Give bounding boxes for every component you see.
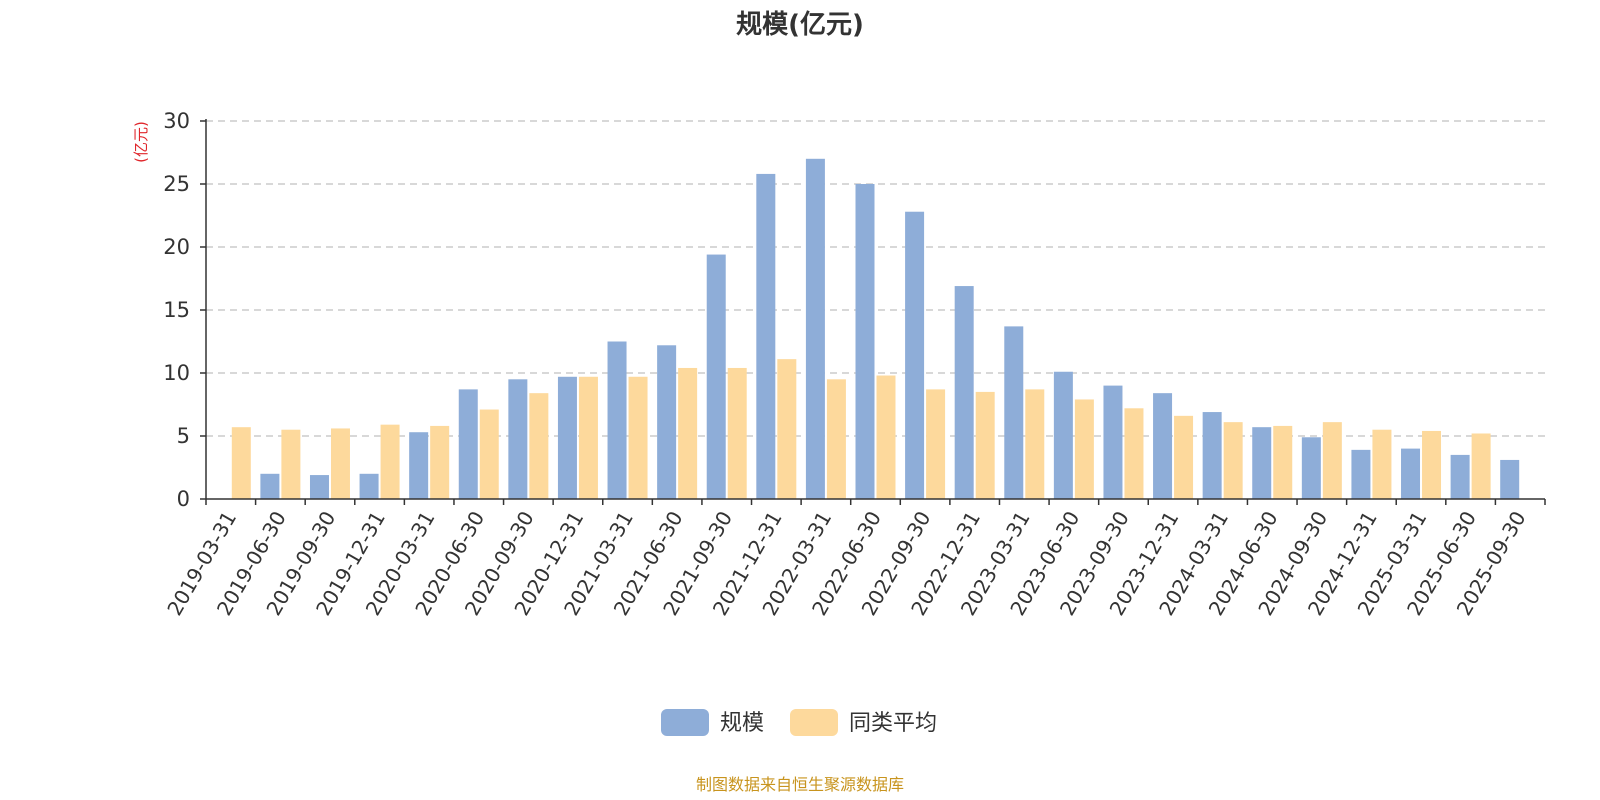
bar-peer-avg-2025-03-31 — [1422, 430, 1442, 499]
bar-scale-2024-09-30 — [1301, 437, 1321, 499]
bar-scale-2019-09-30 — [309, 475, 329, 499]
bar-peer-avg-2020-09-30 — [529, 393, 549, 499]
bar-peer-avg-2023-03-31 — [1025, 389, 1045, 499]
bar-peer-avg-2023-12-31 — [1174, 415, 1194, 499]
legend-swatch-peer-avg — [790, 709, 838, 736]
y-tick-label-30: 30 — [163, 109, 190, 133]
bar-scale-2024-03-31 — [1202, 412, 1222, 499]
x-tick-labels: 2019-03-312019-06-302019-09-302019-12-31… — [162, 507, 1530, 620]
y-tick-label-5: 5 — [177, 424, 190, 448]
bar-peer-avg-2021-12-31 — [777, 359, 797, 499]
bar-scale-2025-06-30 — [1450, 454, 1470, 499]
bar-peer-avg-2022-09-30 — [926, 389, 946, 499]
bar-peer-avg-2019-03-31 — [231, 427, 251, 499]
chart-title: 规模(亿元) — [736, 10, 864, 40]
bar-scale-2022-12-31 — [954, 286, 974, 499]
bars — [231, 158, 1520, 500]
bar-scale-2022-06-30 — [855, 184, 875, 499]
bar-scale-2020-09-30 — [508, 379, 528, 499]
bar-scale-2020-12-31 — [557, 376, 577, 499]
bar-peer-avg-2022-06-30 — [876, 375, 896, 499]
grid-lines — [206, 120, 1545, 437]
bar-peer-avg-2022-03-31 — [826, 379, 846, 499]
bar-scale-2023-09-30 — [1103, 385, 1123, 499]
bar-peer-avg-2022-12-31 — [975, 391, 995, 499]
y-tick-label-15: 15 — [163, 298, 190, 322]
bar-peer-avg-2024-06-30 — [1273, 425, 1293, 499]
legend: 规模 同类平均 — [661, 709, 937, 736]
y-tick-label-20: 20 — [163, 235, 190, 259]
bar-peer-avg-2019-06-30 — [281, 429, 301, 499]
y-tick-labels: 0 5 10 15 20 25 30 — [163, 109, 190, 511]
bar-peer-avg-2021-06-30 — [678, 367, 698, 499]
bar-peer-avg-2021-03-31 — [628, 376, 648, 499]
bar-scale-2025-03-31 — [1401, 448, 1421, 499]
bar-scale-2023-12-31 — [1153, 393, 1173, 499]
bar-scale-2021-09-30 — [706, 254, 726, 499]
bar-peer-avg-2021-09-30 — [727, 367, 747, 499]
legend-label-peer-avg: 同类平均 — [849, 711, 937, 736]
bar-scale-2019-06-30 — [260, 473, 280, 499]
bar-peer-avg-2024-09-30 — [1322, 422, 1342, 499]
axes — [200, 119, 1546, 505]
bar-scale-2021-06-30 — [657, 345, 677, 499]
bar-peer-avg-2023-06-30 — [1074, 399, 1094, 499]
y-tick-label-10: 10 — [163, 361, 190, 385]
bar-peer-avg-2024-12-31 — [1372, 429, 1392, 499]
bar-peer-avg-2020-06-30 — [479, 409, 499, 499]
bar-peer-avg-2024-03-31 — [1223, 422, 1243, 499]
data-source-note: 制图数据来自恒生聚源数据库 — [696, 775, 904, 794]
bar-peer-avg-2019-09-30 — [330, 428, 350, 499]
bar-scale-2022-03-31 — [805, 158, 825, 500]
bar-scale-2025-09-30 — [1500, 459, 1520, 499]
bar-scale-2022-09-30 — [905, 211, 925, 499]
bar-scale-2024-12-31 — [1351, 449, 1371, 499]
legend-swatch-scale — [661, 709, 709, 736]
bar-peer-avg-2019-12-31 — [380, 424, 400, 499]
bar-scale-2021-12-31 — [756, 173, 776, 500]
y-tick-label-0: 0 — [177, 487, 190, 511]
bar-peer-avg-2020-03-31 — [430, 425, 450, 499]
bar-scale-2019-12-31 — [359, 473, 379, 499]
legend-label-scale: 规模 — [720, 711, 764, 736]
bar-scale-2020-03-31 — [409, 432, 429, 499]
bar-scale-2021-03-31 — [607, 341, 627, 499]
bar-peer-avg-2023-09-30 — [1124, 408, 1144, 499]
bar-peer-avg-2020-12-31 — [578, 376, 598, 499]
bar-scale-2023-06-30 — [1053, 371, 1073, 499]
y-tick-label-25: 25 — [163, 172, 190, 196]
bar-scale-2020-06-30 — [458, 389, 478, 499]
bar-scale-2024-06-30 — [1252, 427, 1272, 499]
bar-scale-2023-03-31 — [1004, 326, 1024, 499]
bar-peer-avg-2025-06-30 — [1471, 433, 1491, 499]
y-axis-unit-label: (亿元) — [132, 121, 150, 163]
